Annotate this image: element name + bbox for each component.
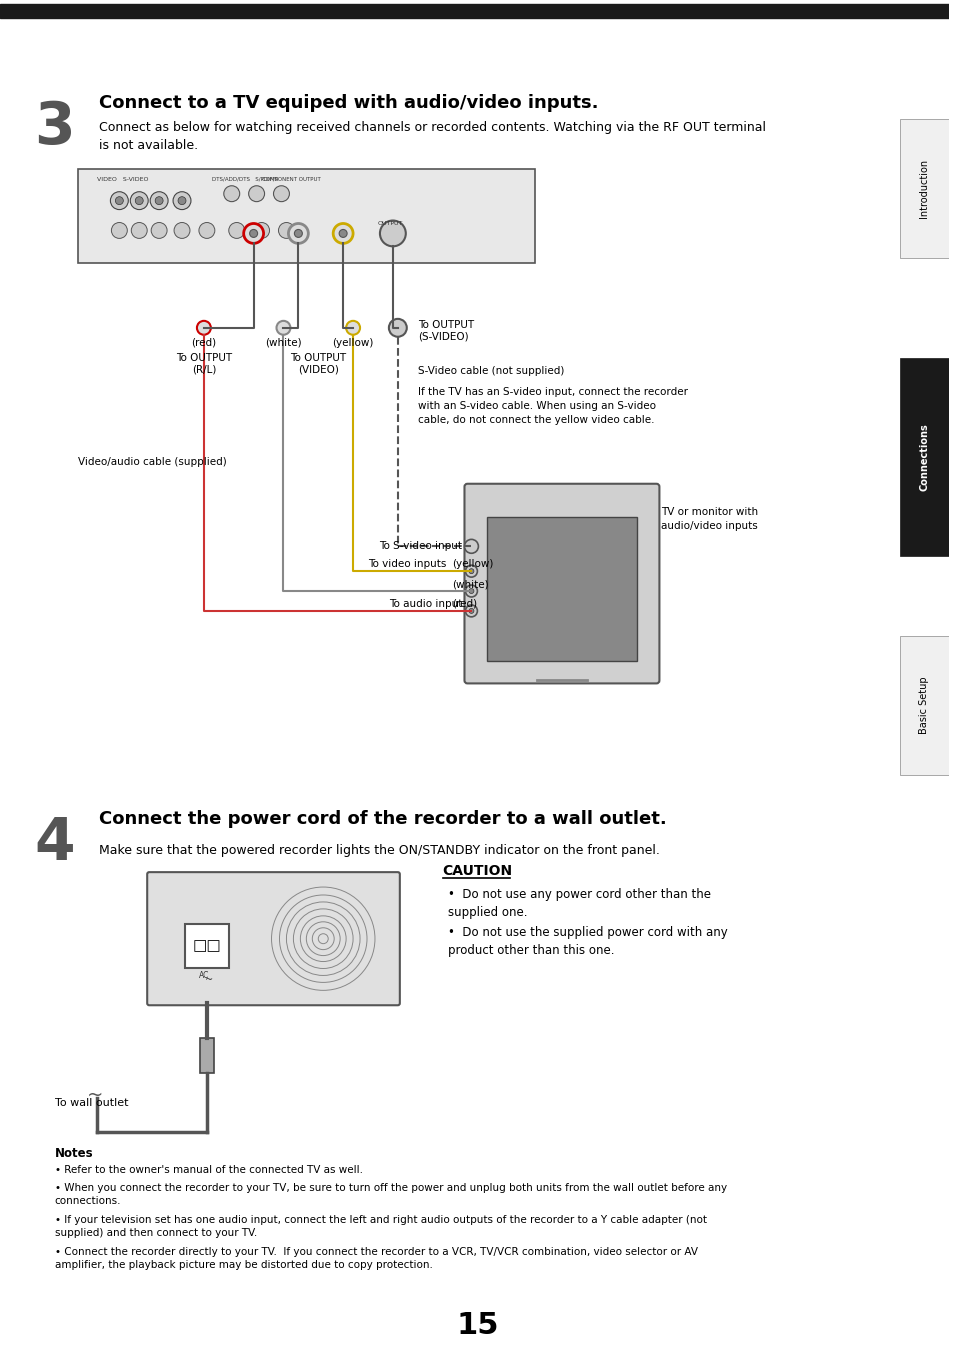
Text: To S-video input: To S-video input	[379, 541, 462, 552]
Circle shape	[115, 197, 123, 205]
Text: □□: □□	[193, 938, 221, 953]
Text: Connections: Connections	[919, 423, 928, 491]
Circle shape	[196, 320, 211, 335]
Text: To video inputs: To video inputs	[368, 559, 446, 569]
Text: Connect as below for watching received channels or recorded contents. Watching v: Connect as below for watching received c…	[99, 121, 765, 152]
Text: CAUTION: CAUTION	[442, 864, 512, 878]
Bar	[185, 923, 229, 968]
Bar	[0, 4, 948, 17]
Circle shape	[253, 222, 270, 238]
Text: AC: AC	[199, 972, 209, 980]
Text: Connect to a TV equiped with audio/video inputs.: Connect to a TV equiped with audio/video…	[99, 94, 598, 112]
Circle shape	[132, 222, 147, 238]
Circle shape	[276, 320, 290, 335]
Circle shape	[465, 586, 476, 598]
Circle shape	[294, 229, 302, 237]
Text: VIDEO   S-VIDEO: VIDEO S-VIDEO	[97, 176, 149, 182]
Circle shape	[469, 588, 474, 594]
Text: If the TV has an S-video input, connect the recorder
with an S-video cable. When: If the TV has an S-video input, connect …	[417, 388, 687, 425]
Circle shape	[278, 222, 294, 238]
Circle shape	[111, 191, 128, 210]
Text: S-Video cable (not supplied): S-Video cable (not supplied)	[417, 366, 563, 376]
Circle shape	[333, 223, 353, 244]
Text: Make sure that the powered recorder lights the ON/STANDBY indicator on the front: Make sure that the powered recorder ligh…	[99, 844, 659, 857]
Text: • If your television set has one audio input, connect the left and right audio o: • If your television set has one audio i…	[54, 1215, 706, 1238]
Circle shape	[469, 608, 474, 614]
Circle shape	[465, 604, 476, 616]
Text: 15: 15	[456, 1311, 498, 1341]
Text: Notes: Notes	[54, 1147, 93, 1160]
Text: DTS/ADD/DTS   S/PDIF/S: DTS/ADD/DTS S/PDIF/S	[212, 176, 278, 182]
Circle shape	[229, 222, 244, 238]
Bar	[200, 1038, 213, 1073]
Text: Introduction: Introduction	[919, 159, 928, 218]
Circle shape	[112, 222, 127, 238]
Circle shape	[155, 197, 163, 205]
Bar	[900, 635, 948, 775]
Text: (yellow): (yellow)	[332, 338, 374, 347]
Text: To audio input: To audio input	[389, 599, 462, 608]
Circle shape	[224, 186, 239, 202]
Text: TV or monitor with
audio/video inputs: TV or monitor with audio/video inputs	[660, 506, 758, 530]
Bar	[900, 120, 948, 258]
Bar	[487, 517, 636, 661]
Circle shape	[178, 197, 186, 205]
Circle shape	[250, 229, 257, 237]
Text: COMPONENT OUTPUT: COMPONENT OUTPUT	[261, 176, 320, 182]
Circle shape	[464, 540, 477, 553]
Circle shape	[199, 222, 214, 238]
Text: 3: 3	[34, 100, 75, 156]
Circle shape	[131, 191, 148, 210]
Text: Basic Setup: Basic Setup	[919, 677, 928, 734]
Text: To OUTPUT
(VIDEO): To OUTPUT (VIDEO)	[290, 353, 346, 374]
Circle shape	[346, 320, 359, 335]
Text: To OUTPUT
(R/L): To OUTPUT (R/L)	[175, 353, 232, 374]
FancyBboxPatch shape	[147, 872, 399, 1005]
Text: To wall outlet: To wall outlet	[54, 1097, 128, 1108]
Circle shape	[274, 186, 289, 202]
Circle shape	[150, 191, 168, 210]
Text: •  Do not use the supplied power cord with any
product other than this one.: • Do not use the supplied power cord wit…	[447, 926, 726, 957]
Bar	[77, 168, 535, 264]
Circle shape	[339, 229, 347, 237]
Circle shape	[465, 565, 476, 577]
Text: To OUTPUT
(S-VIDEO): To OUTPUT (S-VIDEO)	[417, 320, 474, 342]
Circle shape	[379, 221, 405, 246]
Circle shape	[389, 319, 406, 336]
Text: OUTPUT: OUTPUT	[377, 221, 403, 226]
Circle shape	[135, 197, 143, 205]
Text: ~: ~	[205, 976, 213, 985]
Text: (white): (white)	[452, 579, 489, 590]
Text: (white): (white)	[265, 338, 301, 347]
Text: (red): (red)	[452, 599, 477, 608]
Circle shape	[173, 222, 190, 238]
Text: • Connect the recorder directly to your TV.  If you connect the recorder to a VC: • Connect the recorder directly to your …	[54, 1246, 697, 1269]
Bar	[900, 358, 948, 556]
Text: Connect the power cord of the recorder to a wall outlet.: Connect the power cord of the recorder t…	[99, 809, 666, 828]
Text: ~: ~	[88, 1086, 104, 1105]
Circle shape	[288, 223, 308, 244]
Circle shape	[151, 222, 167, 238]
Text: •  Do not use any power cord other than the
supplied one.: • Do not use any power cord other than t…	[447, 888, 710, 919]
Circle shape	[469, 568, 474, 573]
Text: 4: 4	[34, 814, 75, 871]
FancyBboxPatch shape	[464, 483, 659, 684]
Text: (yellow): (yellow)	[452, 559, 494, 569]
Text: • When you connect the recorder to your TV, be sure to turn off the power and un: • When you connect the recorder to your …	[54, 1183, 726, 1206]
Circle shape	[172, 191, 191, 210]
Circle shape	[249, 186, 264, 202]
Text: (red): (red)	[192, 338, 216, 347]
Text: Video/audio cable (supplied): Video/audio cable (supplied)	[77, 456, 226, 467]
Text: • Refer to the owner's manual of the connected TV as well.: • Refer to the owner's manual of the con…	[54, 1166, 362, 1175]
Circle shape	[243, 223, 263, 244]
